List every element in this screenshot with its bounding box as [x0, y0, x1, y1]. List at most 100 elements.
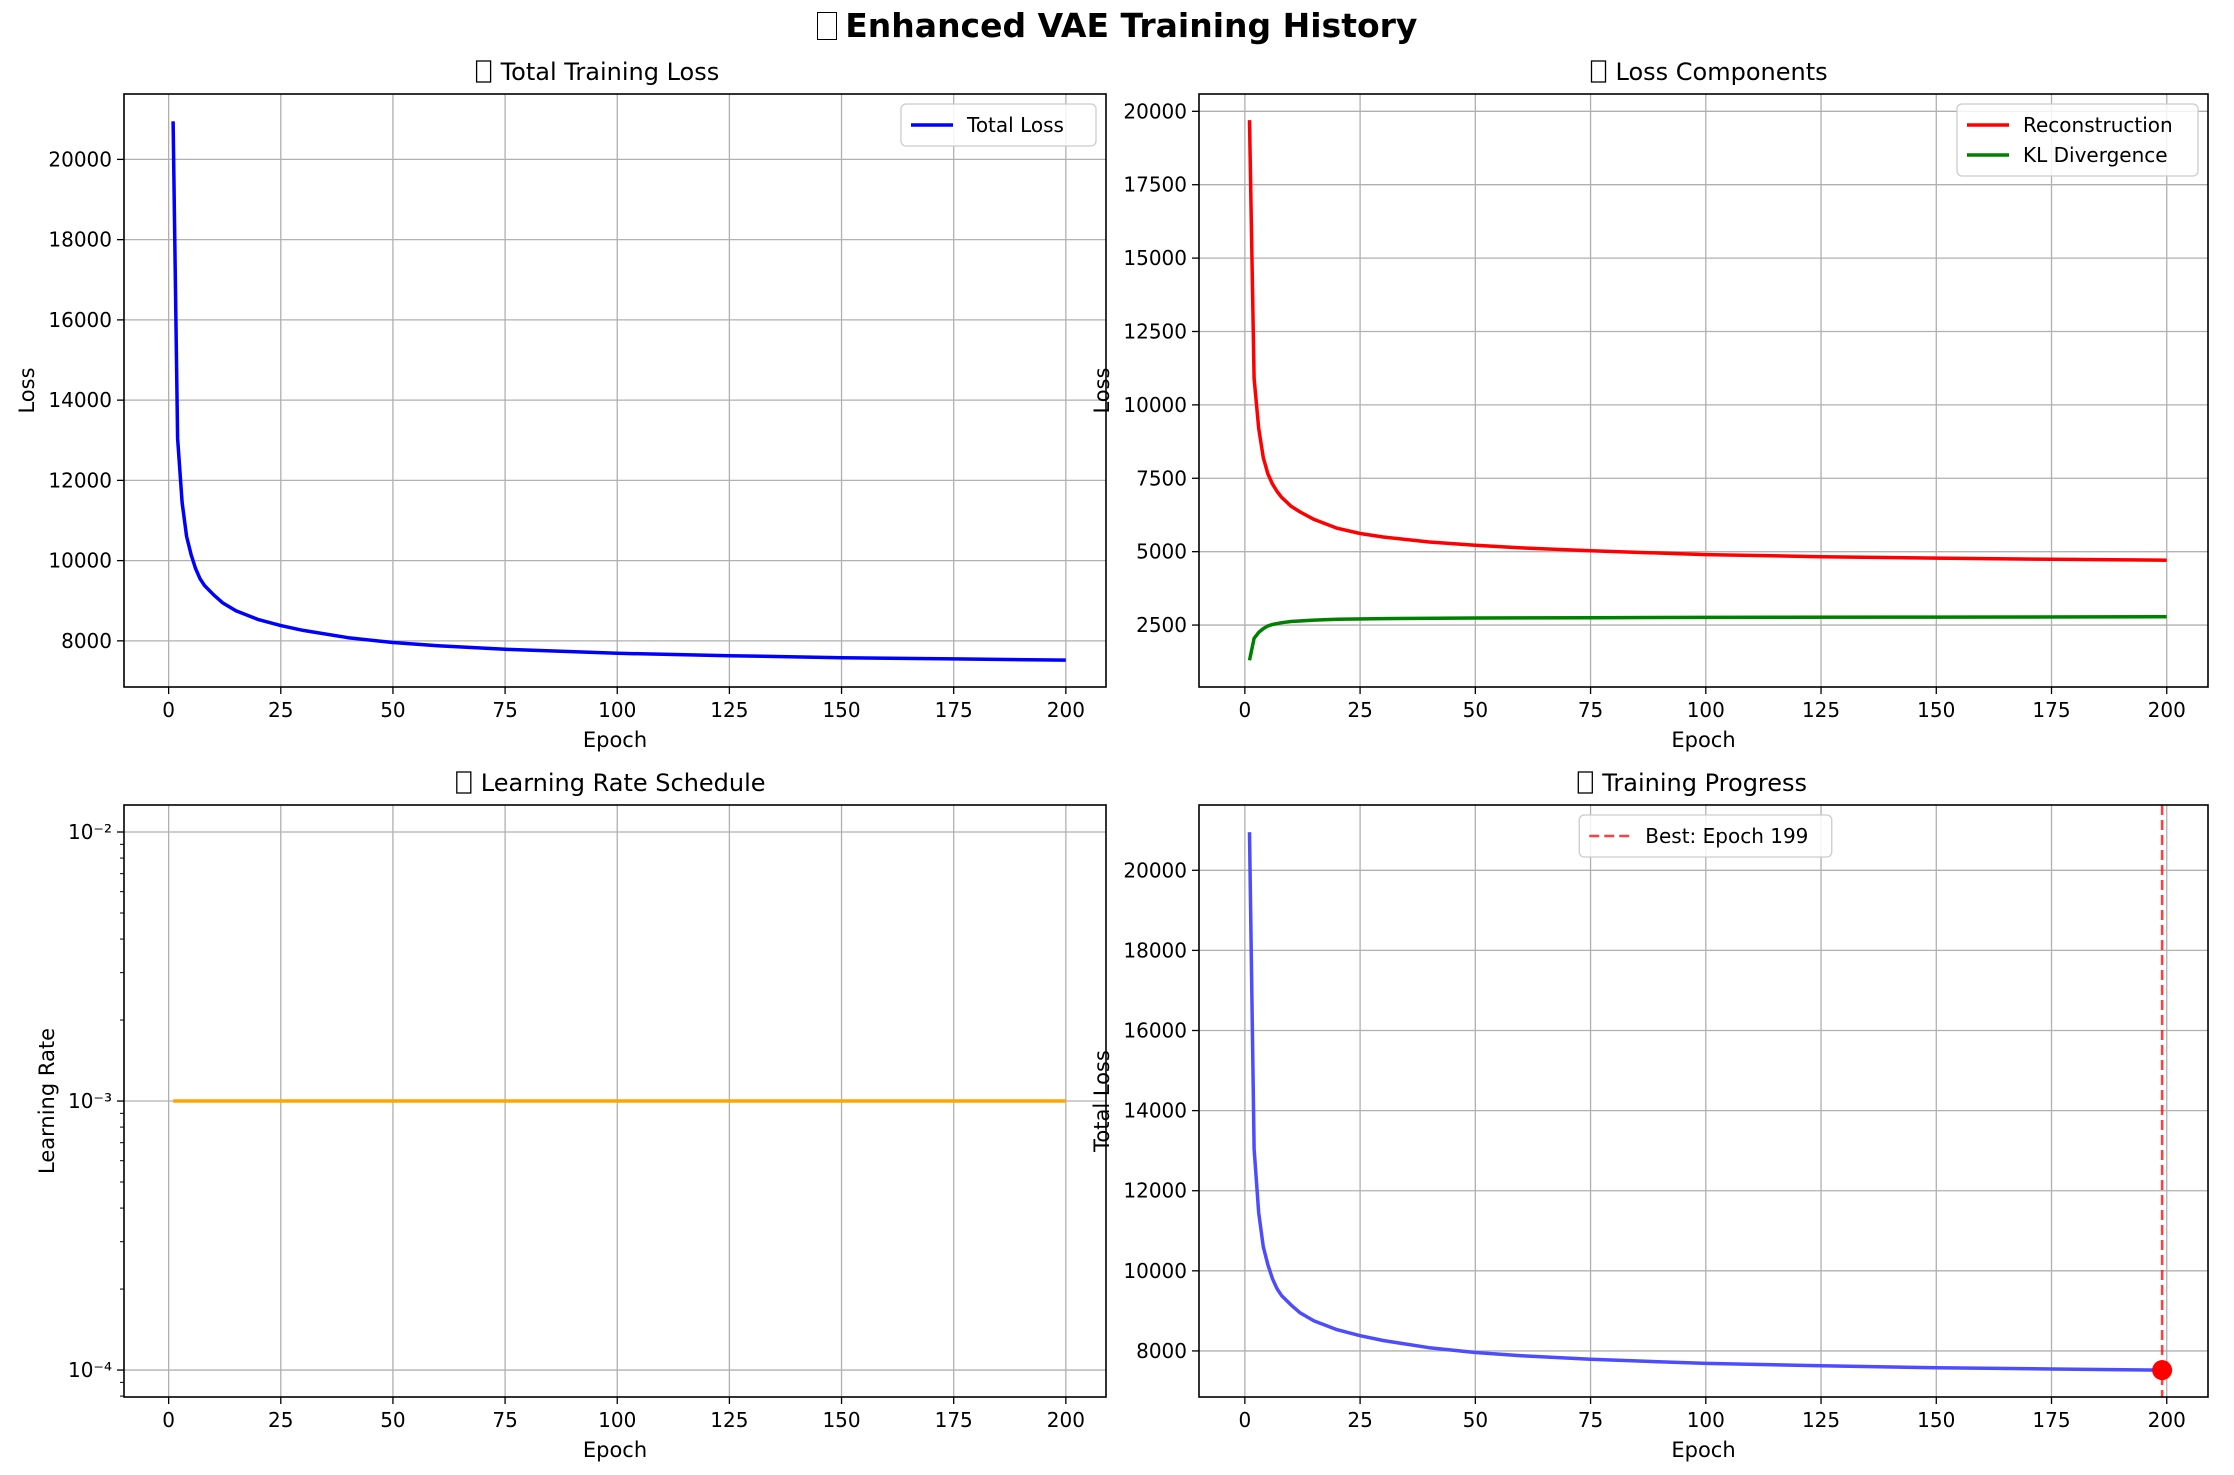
panel-p1: 0 25 50 75 100 125 150 175 200 8000 10000 12000 1400…: [15, 58, 1107, 752]
legend-box: [900, 103, 1097, 147]
tick-label-x: 75: [492, 1408, 517, 1432]
tick-label-x: 175: [935, 1408, 973, 1432]
tick-label-y: 8000: [1136, 1339, 1187, 1363]
tick-label-x: 100: [1687, 698, 1725, 722]
tick-label-x: 25: [268, 1408, 293, 1432]
tick-label-y: 20000: [48, 147, 112, 171]
panel-title: Training Progress: [1577, 769, 1807, 797]
tick-label-x: 50: [1463, 698, 1488, 722]
tick-label-y: 2500: [1136, 613, 1187, 637]
tick-label-x: 200: [2148, 1408, 2186, 1432]
missing-glyph-icon: [1577, 771, 1593, 794]
y-axis-label: Total Loss: [1090, 1050, 1114, 1153]
tick-label-y: 18000: [1123, 938, 1187, 962]
axes-frame: [123, 93, 1107, 688]
panel-title: Total Training Loss: [475, 58, 720, 86]
tick-label-x: 100: [598, 698, 636, 722]
panel-p3: 0 25 50 75 100 125 150 175 200 10⁻⁴ 10⁻³ 10⁻² Epoch L…: [35, 769, 1107, 1462]
panel-title: Loss Components: [1590, 58, 1828, 86]
tick-label-y: 10⁻³: [68, 1089, 112, 1113]
tick-label-x: 25: [1347, 1408, 1372, 1432]
tick-label-x: 125: [1802, 698, 1840, 722]
panel-title-text: Total Training Loss: [500, 58, 720, 86]
tick-label-y: 10⁻⁴: [68, 1358, 112, 1382]
panel-title-text: Training Progress: [1601, 769, 1807, 797]
y-axis-label: Loss: [15, 367, 39, 413]
tick-label-x: 175: [2032, 698, 2070, 722]
x-axis-label: Epoch: [583, 728, 647, 752]
tick-label-x: 150: [822, 698, 860, 722]
tick-label-y: 12000: [1123, 1179, 1187, 1203]
series-line-reconstruction: [1247, 120, 2167, 562]
x-axis-label: Epoch: [1671, 728, 1735, 752]
panel-p2: 0 25 50 75 100 125 150 175 200 2500 5000 7500 10000 1…: [1090, 58, 2209, 752]
tick-label-x: 200: [2148, 698, 2186, 722]
tick-label-x: 125: [710, 1408, 748, 1432]
tick-label-y: 10000: [1123, 1259, 1187, 1283]
series-line-total-loss: [171, 121, 1066, 662]
tick-label-y: 20000: [1123, 858, 1187, 882]
tick-label-y: 12500: [1123, 319, 1187, 343]
tick-label-x: 125: [710, 698, 748, 722]
figure-title-text: Enhanced VAE Training History: [845, 6, 1418, 45]
tick-label-y: 10000: [1123, 393, 1187, 417]
legend-label: Best: Epoch 199: [1645, 824, 1808, 848]
figure-title: Enhanced VAE Training History: [0, 6, 2234, 45]
tick-label-x: 75: [492, 698, 517, 722]
missing-glyph-icon: [1590, 60, 1607, 83]
tick-label-x: 100: [1687, 1408, 1725, 1432]
tick-label-x: 25: [268, 698, 293, 722]
tick-label-x: 100: [598, 1408, 636, 1432]
tick-label-x: 200: [1047, 698, 1085, 722]
legend-box: [1578, 814, 1833, 858]
tick-label-x: 200: [1047, 1408, 1085, 1432]
axes-frame: [1198, 93, 2209, 688]
tick-label-x: 175: [935, 698, 973, 722]
y-axis-label: Loss: [1090, 367, 1114, 413]
tick-label-y: 16000: [1123, 1019, 1187, 1043]
tick-label-x: 0: [162, 1408, 175, 1432]
legend: Total Loss: [900, 103, 1097, 147]
tick-label-y: 16000: [48, 308, 112, 332]
tick-label-y: 18000: [48, 228, 112, 252]
series-line-p4: [1247, 832, 2163, 1372]
x-axis-label: Epoch: [583, 1438, 647, 1462]
legend-label: Total Loss: [966, 113, 1064, 137]
tick-label-y: 12000: [48, 468, 112, 492]
tick-label-x: 150: [822, 1408, 860, 1432]
tick-label-y: 14000: [1123, 1099, 1187, 1123]
tick-label-x: 150: [1917, 1408, 1955, 1432]
panel-title: Learning Rate Schedule: [456, 769, 766, 797]
x-axis-label: Epoch: [1671, 1438, 1735, 1462]
panel-p4: 0 25 50 75 100 125 150 175 200 8000 10000 12000 1400…: [1090, 769, 2209, 1462]
best-epoch-marker: [2152, 1360, 2173, 1381]
missing-glyph-icon: [456, 771, 472, 794]
tick-label-y: 14000: [48, 388, 112, 412]
tick-label-x: 125: [1802, 1408, 1840, 1432]
tick-label-x: 25: [1347, 698, 1372, 722]
missing-glyph-icon: [816, 11, 838, 40]
tick-label-x: 50: [380, 698, 405, 722]
tick-label-y: 7500: [1136, 466, 1187, 490]
tick-label-y: 17500: [1123, 173, 1187, 197]
legend-label: KL Divergence: [2023, 143, 2168, 167]
tick-label-x: 75: [1578, 1408, 1603, 1432]
panel-title-text: Learning Rate Schedule: [481, 769, 766, 797]
legend: Best: Epoch 199: [1578, 814, 1833, 858]
tick-label-x: 0: [1238, 698, 1251, 722]
tick-label-y: 15000: [1123, 246, 1187, 270]
axes-frame: [1198, 804, 2209, 1398]
y-axis-label: Learning Rate: [35, 1028, 59, 1174]
tick-label-y: 8000: [61, 629, 112, 653]
tick-label-y: 10⁻²: [68, 820, 112, 844]
series-line-kl-divergence: [1247, 615, 2167, 661]
tick-label-x: 150: [1917, 698, 1955, 722]
missing-glyph-icon: [475, 60, 492, 83]
legend-box: [1956, 103, 2199, 177]
panel-title-text: Loss Components: [1616, 58, 1828, 86]
tick-label-x: 50: [380, 1408, 405, 1432]
tick-label-x: 0: [1238, 1408, 1251, 1432]
tick-label-x: 50: [1463, 1408, 1488, 1432]
legend-label: Reconstruction: [2023, 113, 2173, 137]
